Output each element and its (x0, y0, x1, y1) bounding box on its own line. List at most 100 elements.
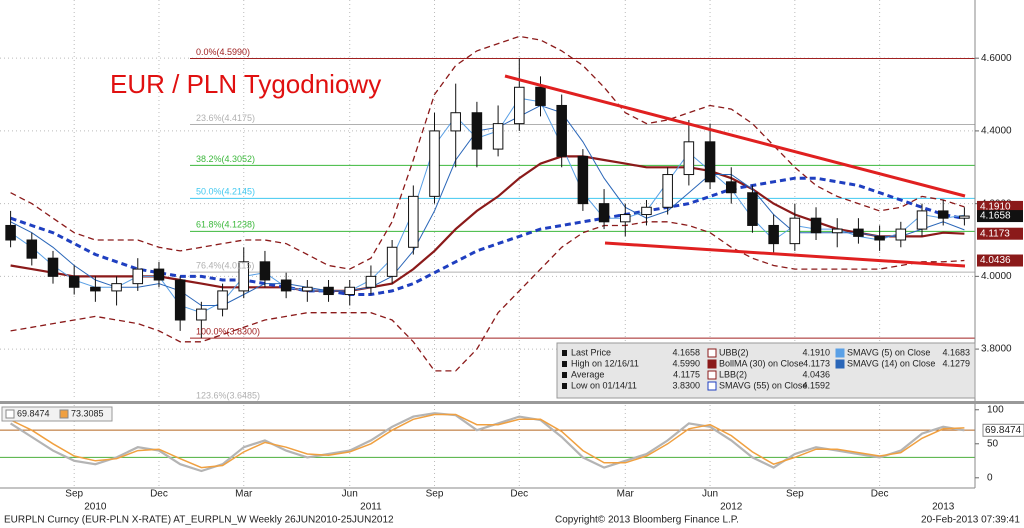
legend-swatch (562, 361, 567, 367)
fib-label: 50.0%(4.2145) (196, 187, 255, 197)
candle-body (747, 192, 758, 226)
legend-swatch (562, 372, 567, 378)
x-tick-label: Jun (342, 489, 358, 500)
fib-label: 0.0%(4.5990) (196, 47, 250, 57)
candle-body (280, 279, 292, 292)
candle-body (916, 210, 928, 230)
candle-body (959, 215, 970, 219)
price-tag-label: 4.1173 (980, 228, 1010, 239)
price-tag-label: 4.1910 (980, 202, 1011, 213)
legend-label: SMAVG (55) on Close (719, 380, 807, 390)
x-tick-label: Sep (426, 489, 444, 500)
oscillator-tag-label: 69.8474 (985, 425, 1022, 436)
candle-body (556, 104, 567, 157)
oscillator-legend-box (1, 406, 113, 422)
fib-label: 76.4%(4.0115) (196, 261, 254, 271)
legend-swatch (707, 370, 717, 380)
x-tick-label: Dec (871, 489, 889, 500)
x-tick-label: Mar (235, 489, 253, 500)
candle-body (68, 275, 80, 288)
year-label: 2010 (84, 502, 107, 513)
legend-label: Last Price (571, 347, 611, 357)
candle-body (323, 286, 334, 296)
year-label: 2012 (720, 502, 743, 513)
price-tag (977, 254, 1023, 267)
year-label: 2013 (932, 502, 955, 513)
candle-body (111, 283, 122, 292)
legend-swatch (835, 348, 845, 358)
legend: Last Price 4.1658 High on 12/16/11 4.5990 Av… (562, 347, 970, 391)
footer-right: 20-Feb-2013 07:39:41 (921, 515, 1020, 526)
series-line (10, 176, 965, 296)
series-line (10, 97, 965, 314)
candle-body (132, 268, 144, 285)
legend-swatch (5, 409, 15, 419)
candle-body (831, 228, 843, 234)
series-line (10, 221, 965, 372)
legend-label: SMAVG (5) on Close (847, 347, 930, 357)
chart-title: EUR / PLN Tygodniowy (110, 69, 381, 99)
y-tick-label: 4.0000 (981, 271, 1012, 282)
candle-body (238, 261, 250, 292)
candle-body (725, 181, 737, 194)
price-tag (977, 227, 1023, 240)
candle-body (937, 210, 949, 219)
candle-body (450, 112, 461, 132)
candle-body (535, 86, 546, 106)
oscillator-legend: 69.8474 73.3085 (5, 408, 104, 419)
candle-body (26, 239, 38, 259)
candle-body (365, 275, 377, 288)
legend-value: 4.1592 (802, 380, 830, 390)
candle-body (5, 224, 16, 241)
fib-label: 61.8%(4.1238) (196, 220, 255, 230)
footer-left: EURPLN Curncy (EUR-PLN X-RATE) AT_EURPLN… (4, 515, 394, 526)
candle-body (577, 155, 589, 205)
trend-line-lower (604, 241, 966, 268)
y-tick-label: 0 (987, 472, 993, 483)
oscillator-line (10, 413, 965, 469)
y-tick-label: 4.6000 (981, 53, 1012, 64)
legend-box (556, 342, 976, 399)
series-line (10, 35, 965, 270)
legend-value: 4.1683 (942, 347, 970, 357)
legend-swatch (707, 348, 717, 358)
oscillator-tag (982, 423, 1024, 437)
candle-body (386, 246, 398, 277)
y-tick-label: 100 (987, 404, 1004, 415)
x-tick-label: Dec (150, 489, 168, 500)
price-tags: 4.1910 4.1173 4.0436 4.1658 69.8474 (977, 200, 1024, 437)
price-panel (0, 0, 975, 400)
year-label: 2011 (360, 502, 382, 513)
y-tick-label: 3.8000 (981, 344, 1012, 355)
fib-label: 38.2%(4.3052) (196, 154, 255, 164)
legend-value: 4.1910 (802, 347, 830, 357)
legend-label: 69.8474 (17, 408, 50, 418)
candle-body (895, 228, 907, 241)
candle-body (874, 235, 885, 241)
candle-body (302, 286, 313, 292)
candle-body (704, 141, 716, 183)
candle-body (217, 290, 228, 310)
candle-body (641, 206, 652, 216)
legend-label: UBB(2) (719, 347, 749, 357)
candle-body (662, 174, 673, 208)
legend-swatch (835, 359, 845, 369)
series-line (10, 155, 965, 292)
candle-body (47, 257, 59, 277)
candle-body (492, 123, 504, 150)
x-tick-label: Mar (617, 489, 635, 500)
legend-value: 4.1175 (673, 369, 700, 379)
legend-label: 73.3085 (71, 408, 104, 418)
candle-body (408, 195, 419, 248)
trend-line-upper (504, 74, 966, 198)
legend-label: Average (571, 369, 604, 379)
x-tick-label: Sep (65, 489, 83, 500)
legend-value: 4.5990 (672, 358, 700, 368)
legend-label: Low on 01/14/11 (571, 380, 637, 390)
fib-label: 123.6%(3.6485) (196, 390, 260, 400)
candle-body (810, 217, 822, 234)
candle-body (683, 141, 695, 176)
